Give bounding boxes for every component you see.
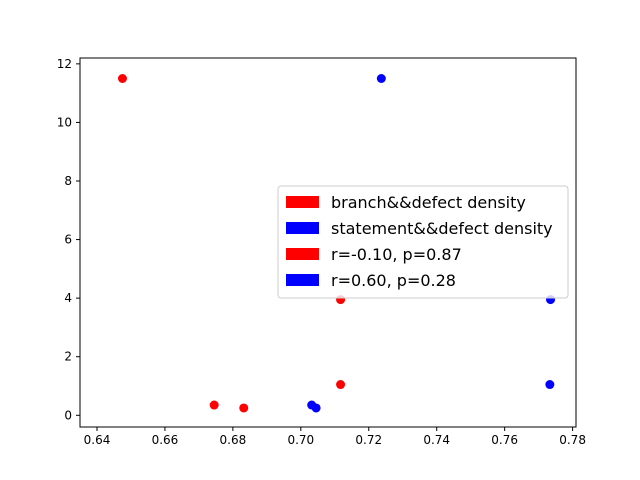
y-tick-label: 4 — [64, 291, 72, 305]
legend-label: branch&&defect density — [331, 193, 526, 212]
scatter-point-series-1 — [209, 400, 219, 410]
x-tick-label: 0.78 — [559, 433, 586, 447]
y-tick-label: 0 — [64, 408, 72, 422]
x-tick-label: 0.72 — [355, 433, 382, 447]
legend-label: r=-0.10, p=0.87 — [331, 245, 462, 264]
y-tick-label: 2 — [64, 350, 72, 364]
x-axis: 0.64 0.66 0.68 0.70 0.72 0.74 0.76 0.78 — [84, 427, 586, 447]
legend-swatch — [286, 196, 319, 208]
legend-label: statement&&defect density — [331, 219, 553, 238]
legend-box — [277, 185, 569, 299]
y-tick-label: 10 — [57, 115, 72, 129]
plot-frame — [79, 57, 577, 428]
scatter-point-series-1 — [239, 403, 249, 413]
scatter-point-series-1 — [117, 74, 127, 83]
x-tick-label: 0.66 — [152, 433, 179, 447]
x-tick-label: 0.64 — [84, 433, 111, 447]
scatter-point-series-1 — [336, 380, 346, 390]
legend-swatch — [286, 248, 319, 260]
x-tick-label: 0.74 — [423, 433, 450, 447]
scatter-point-series-2 — [376, 74, 386, 83]
x-tick-label: 0.76 — [491, 433, 518, 447]
scatter-point-series-2 — [311, 403, 321, 413]
x-tick-label: 0.68 — [220, 433, 247, 447]
scatter-point-series-2 — [545, 380, 555, 390]
legend-swatch — [286, 222, 319, 234]
x-tick-label: 0.70 — [287, 433, 314, 447]
y-tick-label: 12 — [57, 57, 72, 71]
y-tick-label: 6 — [64, 233, 72, 247]
y-axis: 0 2 4 6 8 10 12 — [57, 57, 80, 422]
legend-swatch — [286, 274, 319, 286]
legend: branch&&defect density statement&&defect … — [277, 185, 569, 299]
y-tick-label: 8 — [64, 174, 72, 188]
legend-label: r=0.60, p=0.28 — [331, 271, 456, 290]
